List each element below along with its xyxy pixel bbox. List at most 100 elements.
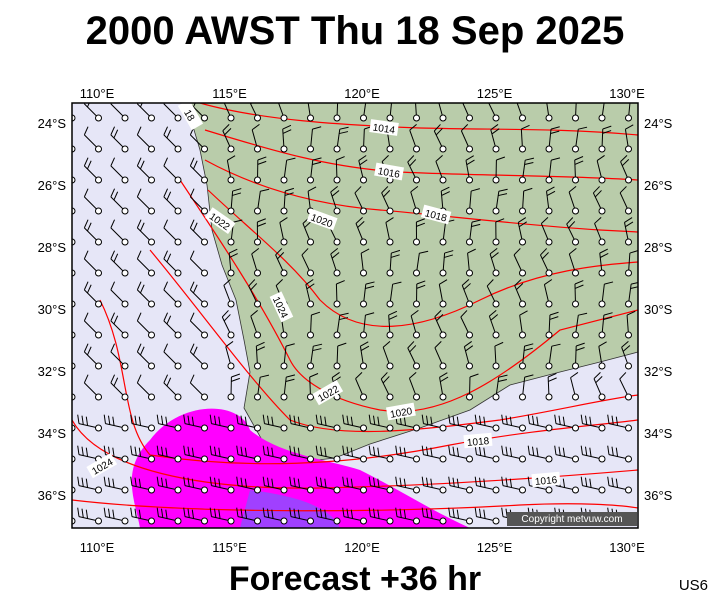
- barb-feather: [214, 446, 217, 456]
- barb-feather: [549, 316, 559, 320]
- station: [598, 486, 606, 494]
- barb-feather: [271, 509, 274, 519]
- barb-feather: [161, 508, 164, 518]
- barb-feather: [346, 477, 349, 487]
- lat-label-left: 28°S: [38, 240, 67, 255]
- barb-feather: [516, 283, 524, 290]
- barb-feather: [365, 285, 375, 289]
- barb-feather: [551, 157, 561, 161]
- barb-feather: [421, 414, 424, 424]
- barb-feather: [324, 416, 327, 426]
- barb-feather: [631, 282, 638, 285]
- barb-feather: [430, 478, 433, 488]
- product-code: US6: [679, 577, 708, 594]
- station: [545, 362, 553, 370]
- station: [254, 486, 261, 494]
- barb-feather: [85, 509, 89, 519]
- barb-feather: [189, 343, 195, 353]
- barb-feather: [285, 378, 295, 382]
- barb-feather: [527, 414, 530, 424]
- barb-feather: [251, 247, 260, 255]
- lon-label-top: 120°E: [344, 86, 380, 101]
- barb-feather: [368, 414, 371, 424]
- station: [439, 362, 447, 370]
- barb-feather: [83, 250, 89, 260]
- station: [466, 331, 473, 339]
- barb-feather: [611, 415, 614, 425]
- station: [492, 455, 500, 463]
- barb-feather: [189, 157, 195, 167]
- barb-feather: [365, 281, 375, 285]
- station: [307, 238, 314, 246]
- barb-feather: [293, 477, 296, 487]
- barb-feather: [489, 247, 498, 255]
- barb-feather: [112, 416, 115, 426]
- station: [148, 145, 155, 153]
- station: [625, 393, 632, 401]
- barb-feather: [551, 343, 561, 347]
- barb-feather: [536, 447, 539, 457]
- barb-feather: [113, 253, 119, 263]
- barb-feather: [256, 346, 266, 351]
- barb-feather: [527, 476, 530, 486]
- barb-feather: [460, 310, 468, 318]
- station: [227, 455, 235, 463]
- barb-feather: [136, 250, 142, 260]
- station: [466, 424, 473, 432]
- barb-feather: [331, 252, 340, 259]
- barb-feather: [600, 252, 609, 258]
- barb-feather: [558, 415, 561, 425]
- station: [254, 424, 261, 432]
- isobar: [199, 103, 638, 136]
- barb-feather: [490, 124, 499, 131]
- barb-feather: [130, 507, 133, 517]
- station: [492, 486, 500, 494]
- barb-feather: [130, 476, 133, 486]
- barb-feather: [598, 341, 607, 347]
- station: [466, 455, 473, 463]
- barb-feather: [403, 478, 407, 488]
- station: [545, 300, 553, 308]
- barb-feather: [527, 445, 530, 455]
- station: [333, 362, 341, 370]
- station: [121, 517, 129, 525]
- station: [174, 455, 182, 463]
- barb-feather: [293, 508, 296, 518]
- barb-feather: [554, 414, 557, 424]
- barb-feather: [224, 128, 232, 136]
- barb-feather: [110, 219, 116, 229]
- station: [333, 455, 341, 463]
- station: [572, 300, 579, 308]
- barb-feather: [409, 345, 417, 353]
- station: [492, 393, 500, 401]
- station: [360, 424, 367, 432]
- barb-feather: [377, 447, 380, 457]
- station: [360, 517, 367, 525]
- barb-feather: [436, 314, 444, 322]
- barb-feather: [430, 447, 433, 457]
- isobar-label-box: [177, 103, 204, 131]
- barb-feather: [599, 248, 608, 254]
- barb-feather: [578, 312, 588, 316]
- barb-feather: [409, 159, 417, 167]
- station: [625, 455, 632, 463]
- station: [307, 145, 314, 153]
- barb-feather: [544, 279, 553, 285]
- barb-feather: [594, 216, 602, 224]
- barb-feather: [483, 416, 486, 426]
- station: [492, 331, 500, 339]
- station: [413, 145, 420, 153]
- station: [598, 424, 606, 432]
- barb-feather: [456, 447, 460, 457]
- barb-feather: [368, 507, 371, 517]
- station: [545, 145, 553, 153]
- station: [625, 424, 632, 432]
- barb-feather: [388, 315, 398, 320]
- barb-feather: [505, 446, 508, 456]
- barb-feather: [187, 446, 190, 456]
- isobar-label-text: 1016: [535, 475, 559, 488]
- barb-feather: [244, 509, 248, 519]
- barb-feather: [312, 348, 322, 352]
- barb-feather: [87, 346, 92, 356]
- barb-feather: [297, 447, 301, 457]
